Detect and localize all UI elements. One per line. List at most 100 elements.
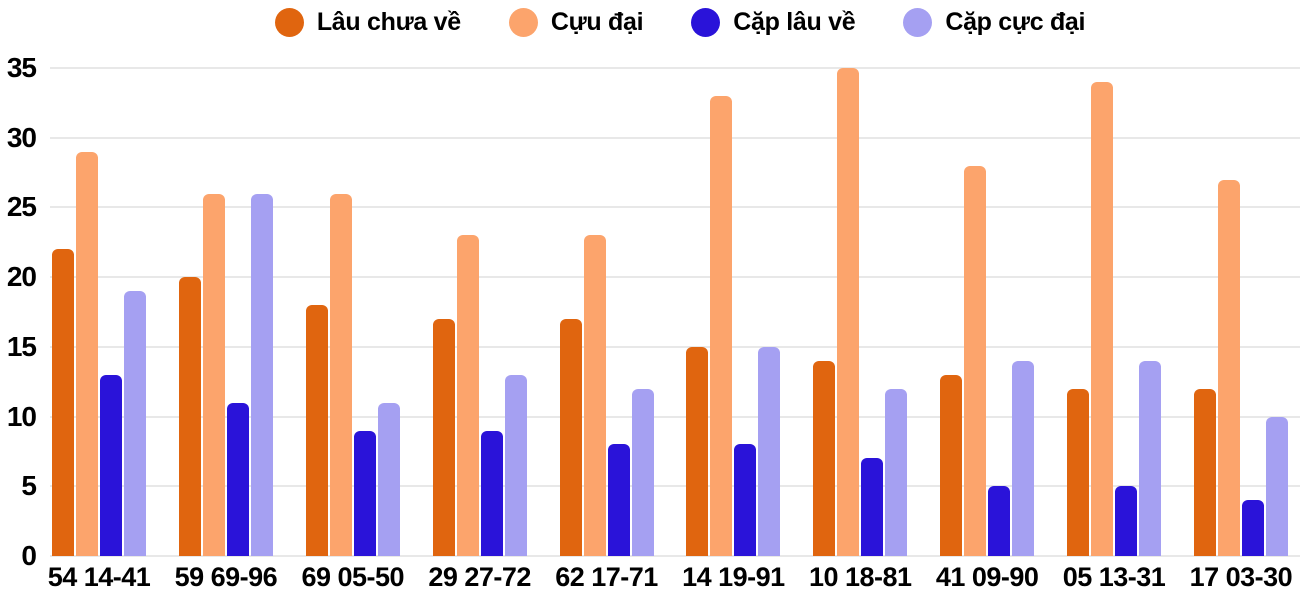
bar-cuu-dai [202,193,225,556]
bar-cluster [559,68,654,556]
bar-cap-lau-ve [1115,486,1137,556]
bar-cap-cuc-dai [1139,360,1161,556]
cuu-dai-legend-dot-icon [508,7,538,37]
category-label: 14 19-91 [682,562,785,592]
category-label: 05 13-31 [1062,562,1166,592]
y-axis-tick-label: 0 [21,540,37,571]
bar-group: 59 69-96 [175,68,278,592]
bar-cap-cuc-dai [1012,360,1035,556]
bar-cap-cuc-dai [885,388,908,556]
gridline [50,415,1300,418]
gridline [50,555,1300,557]
bar-cap-lau-ve [100,374,122,556]
gridline [50,67,1300,69]
bar-cap-cuc-dai [758,346,781,556]
bar-cluster [940,68,1035,556]
bar-cluster [813,68,908,556]
category-label: 62 17-71 [555,562,658,592]
bar-group: 69 05-50 [301,68,405,592]
bar-lau-chua-ve [686,346,709,556]
cap-lau-ve-legend-dot-icon [691,7,721,37]
bar-cuu-dai [964,165,987,556]
category-label: 10 18-81 [808,562,912,592]
bar-cuu-dai [710,95,733,556]
gridline [50,485,1300,488]
bar-cap-lau-ve [734,444,757,556]
y-axis-tick-label: 20 [6,261,37,293]
bar-lau-chua-ve [940,374,963,556]
category-label: 59 69-96 [174,562,278,592]
bar-cluster [305,68,400,556]
bar-group: 17 03-30 [1190,68,1293,592]
legend-item-lau-chua-ve[interactable]: Lâu chưa về [274,7,461,37]
bar-group: 05 13-31 [1063,68,1166,592]
bar-cuu-dai [329,193,352,556]
legend-item-cap-lau-ve[interactable]: Cặp lâu về [691,7,856,37]
legend-item-label: Cặp cực đại [945,7,1086,36]
bar-group: 10 18-81 [809,68,912,592]
category-label: 41 09-90 [935,562,1039,592]
legend: Lâu chưa về Cựu đại Cặp lâu về Cặp cực đại [60,2,1300,42]
bar-lau-chua-ve [178,277,201,556]
gridline [50,276,1300,279]
bar-lau-chua-ve [559,318,582,556]
bar-lau-chua-ve [1193,388,1216,556]
bar-cluster [178,68,273,556]
bar-cap-lau-ve [226,402,249,556]
bar-groups: 54 14-41 59 69-96 69 05-50 29 27-72 62 17-71… [48,68,1300,592]
plot-area: 54 14-41 59 69-96 69 05-50 29 27-72 62 17-71… [48,67,1300,592]
bar-lau-chua-ve [52,249,74,556]
bar-lau-chua-ve [305,305,328,556]
legend-item-cuu-dai[interactable]: Cựu đại [508,7,644,37]
y-axis-tick-label: 5 [21,470,37,502]
y-axis-tick-label: 15 [6,330,37,362]
y-axis-tick-label: 10 [6,400,37,432]
bar-cuu-dai [837,68,860,556]
gridline [50,206,1300,209]
y-axis-tick-label: 35 [6,52,37,83]
bar-cuu-dai [1217,179,1240,556]
bar-group: 41 09-90 [936,68,1039,592]
bar-cluster [1067,68,1161,556]
bar-lau-chua-ve [432,318,455,556]
bar-cap-lau-ve [607,444,630,556]
bar-cap-cuc-dai [631,388,654,556]
y-axis-tick-label: 30 [6,121,37,153]
category-label: 17 03-30 [1189,562,1293,592]
bar-cluster [52,68,146,556]
legend-item-label: Cựu đại [550,7,644,36]
gridline [50,345,1300,348]
category-label: 69 05-50 [301,562,405,592]
bar-cap-cuc-dai [250,193,273,556]
legend-item-label: Cặp lâu về [733,7,856,36]
bar-cuu-dai [456,235,479,556]
category-label: 29 27-72 [428,562,531,592]
bar-cap-lau-ve [988,486,1011,556]
bar-group: 29 27-72 [428,68,531,592]
bar-cap-cuc-dai [504,374,527,556]
bar-cuu-dai [1091,81,1113,556]
bar-cluster [1193,68,1288,556]
bar-cap-lau-ve [353,430,376,556]
category-label: 54 14-41 [47,562,151,592]
bar-cap-lau-ve [480,430,503,556]
bar-group: 62 17-71 [555,68,658,592]
bar-group: 14 19-91 [682,68,785,592]
cap-cuc-dai-legend-dot-icon [903,7,933,37]
bar-cuu-dai [76,151,98,556]
bar-cap-cuc-dai [1265,416,1288,556]
bar-lau-chua-ve [813,360,836,556]
bar-group: 54 14-41 [48,68,151,592]
gridline [50,136,1300,139]
y-axis: 0 5 10 15 20 25 30 35 [0,54,37,570]
bar-cluster [686,68,781,556]
bar-cap-cuc-dai [377,402,400,556]
bar-cap-lau-ve [1241,500,1264,556]
y-axis-tick-label: 25 [6,191,37,223]
bar-cap-cuc-dai [124,291,146,556]
legend-item-cap-cuc-dai[interactable]: Cặp cực đại [903,7,1086,37]
bar-cuu-dai [583,235,606,556]
lau-chua-ve-legend-dot-icon [274,7,304,37]
bar-cap-lau-ve [861,458,884,556]
bar-cluster [432,68,527,556]
